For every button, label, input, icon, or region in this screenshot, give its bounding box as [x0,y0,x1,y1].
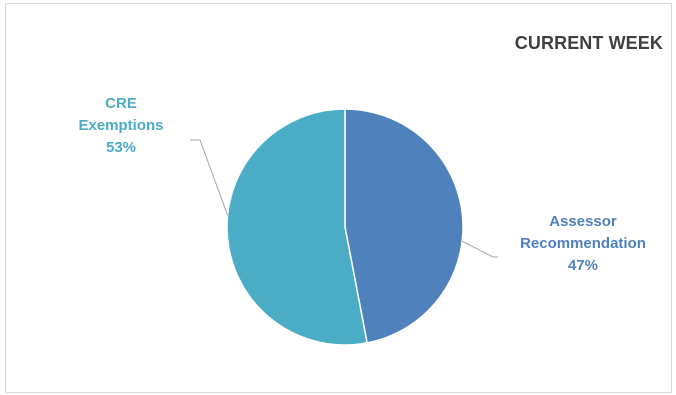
slice-label-line2: Recommendation [520,235,646,252]
slice-label-line2: Exemptions [78,117,164,134]
pie-slice-cre-exemptions [226,108,368,346]
slice-value-label: 53% [105,139,137,156]
data-label-cre-exemptions: CRE Exemptions 53% [56,93,186,159]
chart-title: CURRENT WEEK [514,33,663,53]
slice-label-line1: Assessor [549,213,617,230]
leader-line-cre-exemptions [190,139,229,216]
slice-label-line1: CRE [105,95,137,112]
pie-slice-assessor-recommendation [344,108,464,344]
leader-line-assessor-recommendation [461,240,498,258]
slice-value-label: 47% [567,257,599,274]
data-label-assessor-recommendation: Assessor Recommendation 47% [498,211,668,277]
